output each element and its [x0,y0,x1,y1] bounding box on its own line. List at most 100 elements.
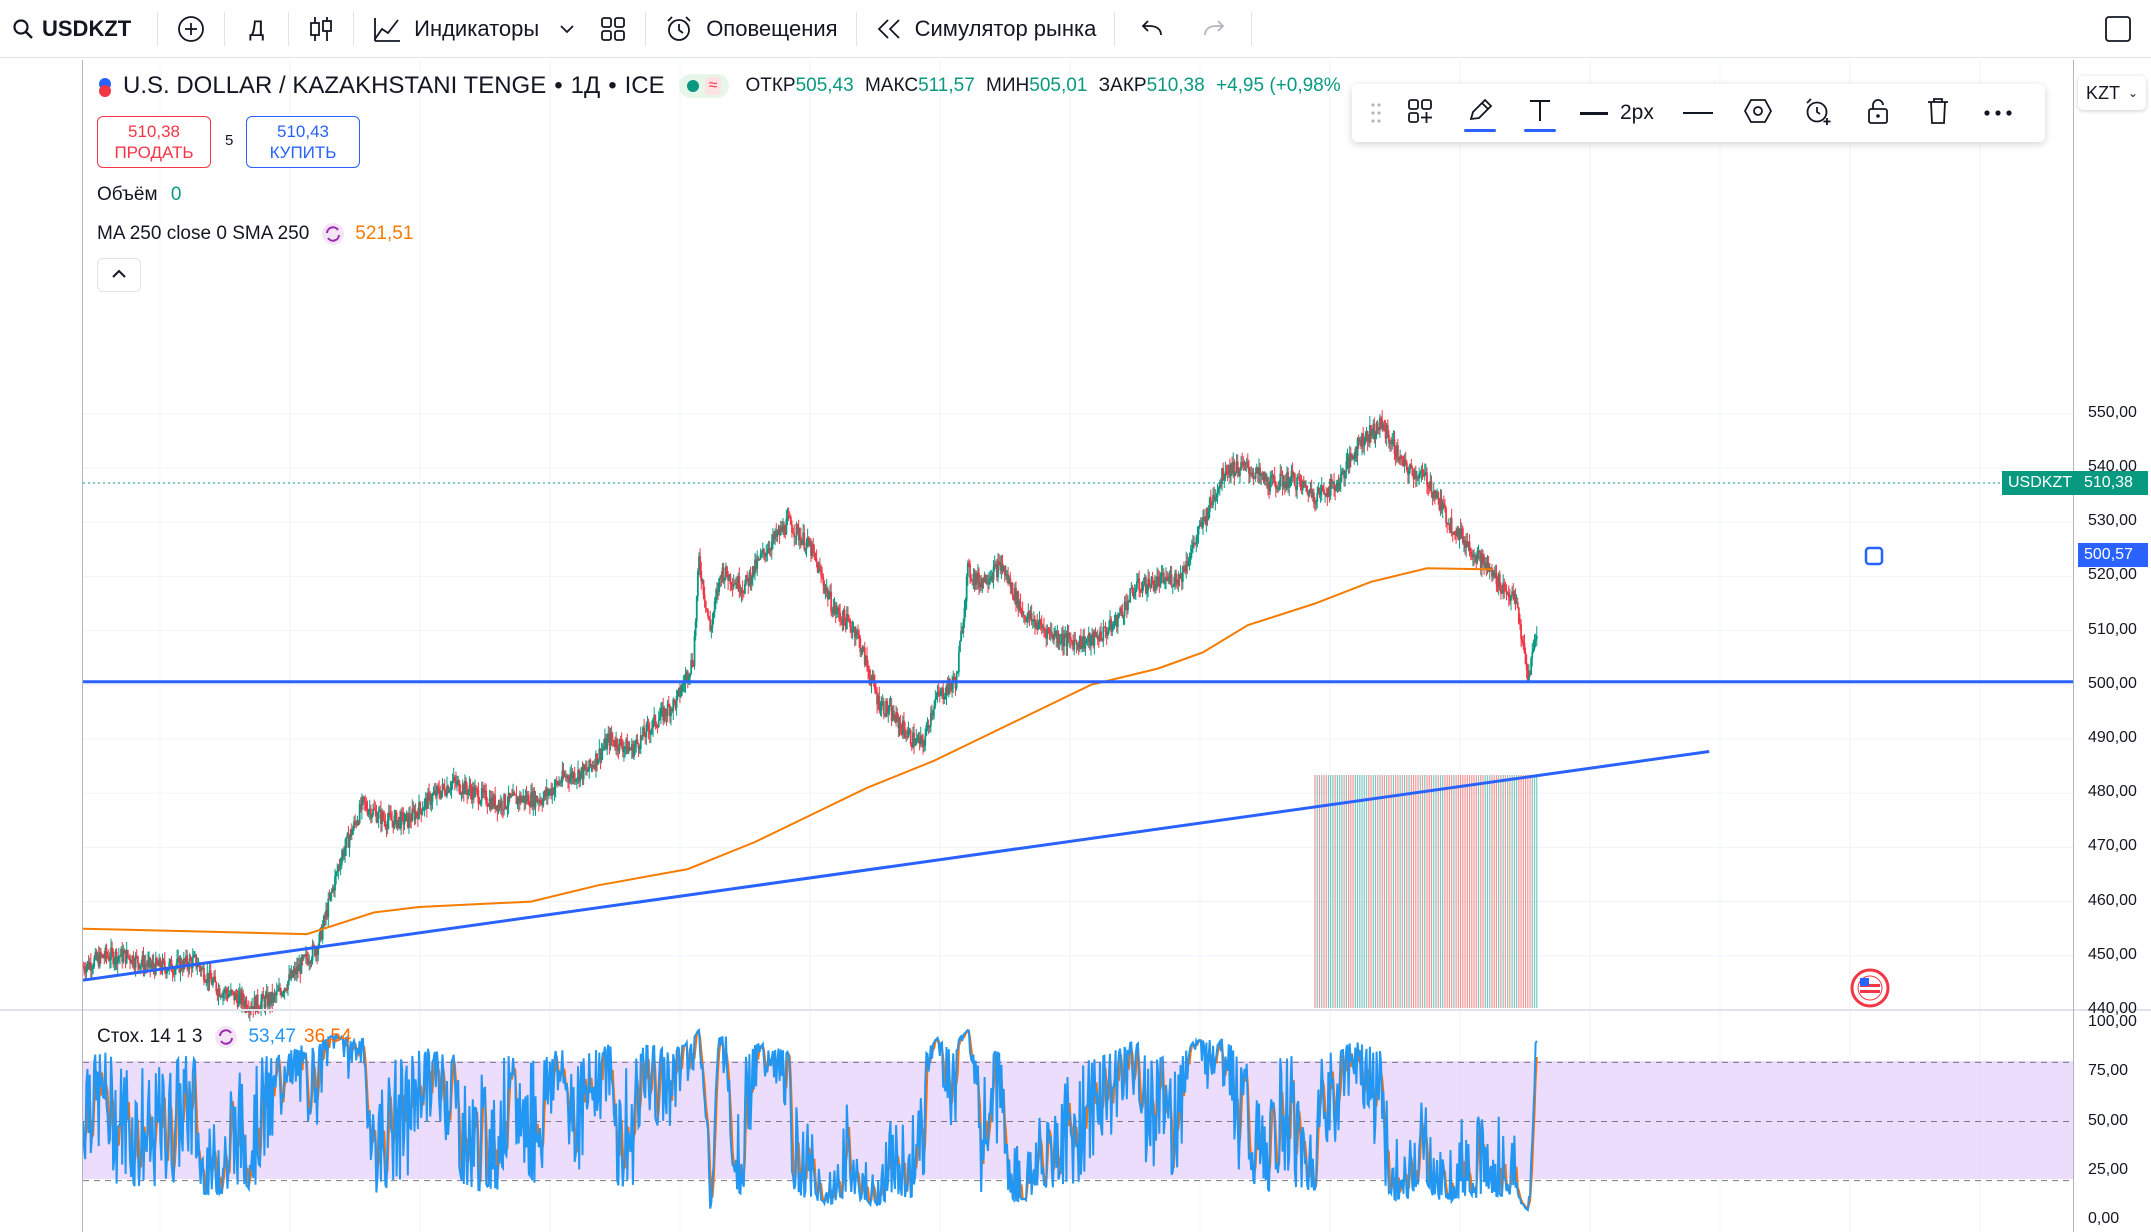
candle-body [321,926,324,940]
volume-legend[interactable]: Объём 0 [97,184,181,206]
text-tool[interactable] [1510,84,1570,142]
more-tool[interactable] [1968,84,2028,142]
line-color-tool[interactable] [1450,84,1510,142]
candle-body [1218,481,1221,488]
candle-body [541,803,544,806]
ma-legend[interactable]: MA 250 close 0 SMA 250 521,51 [97,222,413,246]
lock-tool[interactable] [1848,84,1908,142]
candle-body [954,681,957,689]
candle-body [1028,611,1031,619]
candle-body [1529,673,1531,675]
candle-body [253,997,256,1011]
candle-body [1461,528,1464,544]
add-alert-tool[interactable] [1788,84,1848,142]
candle-body [983,574,986,583]
candle-body [293,968,296,973]
candle-body [1482,554,1484,557]
candle-body [204,980,206,983]
candle-body [292,972,295,977]
candle-body [216,991,219,997]
candle-body [1448,523,1451,530]
candle-body [467,790,470,795]
candle-body [614,745,616,748]
delete-tool[interactable] [1908,84,1968,142]
candle-body [693,636,696,666]
candle-body [82,966,84,968]
candle-body [256,994,259,1008]
replay-button[interactable]: Симулятор рынка [863,0,1109,58]
compare-button[interactable] [164,0,218,58]
candle-body [402,813,405,825]
buy-button[interactable]: 510,43 КУПИТЬ [246,116,360,168]
candle-body [520,795,522,802]
market-status-badge[interactable]: ≈ [678,74,730,98]
candle-body [446,786,448,796]
candle-body [1318,487,1321,496]
collapse-legend-button[interactable] [97,258,141,292]
last-price-symbol-tag: USDKZT [2002,471,2078,495]
candle-body [531,792,534,807]
candle-body [764,552,766,557]
redo-button[interactable] [1183,0,1245,58]
candle-body [746,574,749,578]
candle-body [916,738,919,740]
candle-body [665,715,668,717]
layout-button[interactable] [2091,0,2151,58]
candle-body [1312,492,1315,503]
candle-body [1414,471,1417,479]
candle-body [1114,615,1117,624]
candle-body [785,519,788,535]
candle-body [106,955,109,957]
candle-body [619,739,622,741]
candle-body [1259,467,1262,476]
candle-body [742,592,745,594]
candle-body [223,992,226,994]
symbol-legend[interactable]: U.S. DOLLAR / KAZAKHSTANI TENGE • 1Д • I… [95,72,1341,100]
candle-body [240,991,242,1005]
visibility-tool[interactable] [1728,84,1788,142]
undo-button[interactable] [1121,0,1183,58]
candle-body [161,959,164,972]
chart-type-button[interactable] [295,0,347,58]
candle-body [700,570,703,582]
candle-body [786,515,789,520]
alerts-button[interactable]: Оповещения [652,0,849,58]
indicators-button[interactable]: Индикаторы [360,0,587,58]
interval-button[interactable]: Д [231,0,282,58]
candle-body [1442,503,1445,505]
candle-body [1109,619,1111,629]
candle-body [340,857,343,866]
candle-body [507,792,510,806]
candle-body [1015,587,1017,605]
candle-body [511,795,513,797]
candle-body [1319,491,1322,496]
candle-body [515,794,518,805]
stochastic-legend[interactable]: Стох. 14 1 3 53,47 36,54 [97,1025,352,1049]
sell-button[interactable]: 510,38 ПРОДАТЬ [97,116,211,168]
axis-tick-label: 480,00 [2088,783,2137,801]
candle-body [523,795,526,803]
candle-body [1086,640,1089,642]
candle-body [998,561,1001,563]
symbol-search-button[interactable]: USDKZT [0,0,143,58]
price-axis-border [2073,60,2074,1232]
candle-body [1167,578,1170,582]
candle-body [516,797,519,805]
candle-body [376,818,379,822]
candle-body [513,792,516,795]
line-style-tool[interactable] [1668,84,1728,142]
candle-body [104,947,107,958]
candle-body [1115,615,1118,627]
drag-handle[interactable] [1362,84,1390,142]
currency-selector[interactable]: KZT ⌄ [2078,76,2146,110]
candle-body [947,678,950,694]
candle-body [800,536,802,546]
candle-body [699,556,702,571]
templates-button[interactable] [587,0,639,58]
templates-tool[interactable] [1390,84,1450,142]
candle-body [1513,593,1516,600]
symbol-title: U.S. DOLLAR / KAZAKHSTANI TENGE [123,72,547,99]
legend-exchange: ICE [624,72,665,99]
line-width-tool[interactable]: 2px [1570,84,1668,142]
